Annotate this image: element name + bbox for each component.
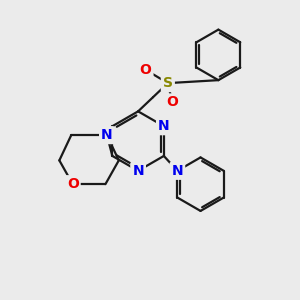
Text: O: O bbox=[167, 95, 178, 110]
Text: N: N bbox=[132, 164, 144, 178]
Text: N: N bbox=[172, 164, 183, 178]
Text: O: O bbox=[67, 177, 79, 191]
Text: S: S bbox=[163, 76, 173, 90]
Text: N: N bbox=[158, 119, 170, 133]
Text: O: O bbox=[140, 63, 152, 77]
Text: N: N bbox=[101, 128, 113, 142]
